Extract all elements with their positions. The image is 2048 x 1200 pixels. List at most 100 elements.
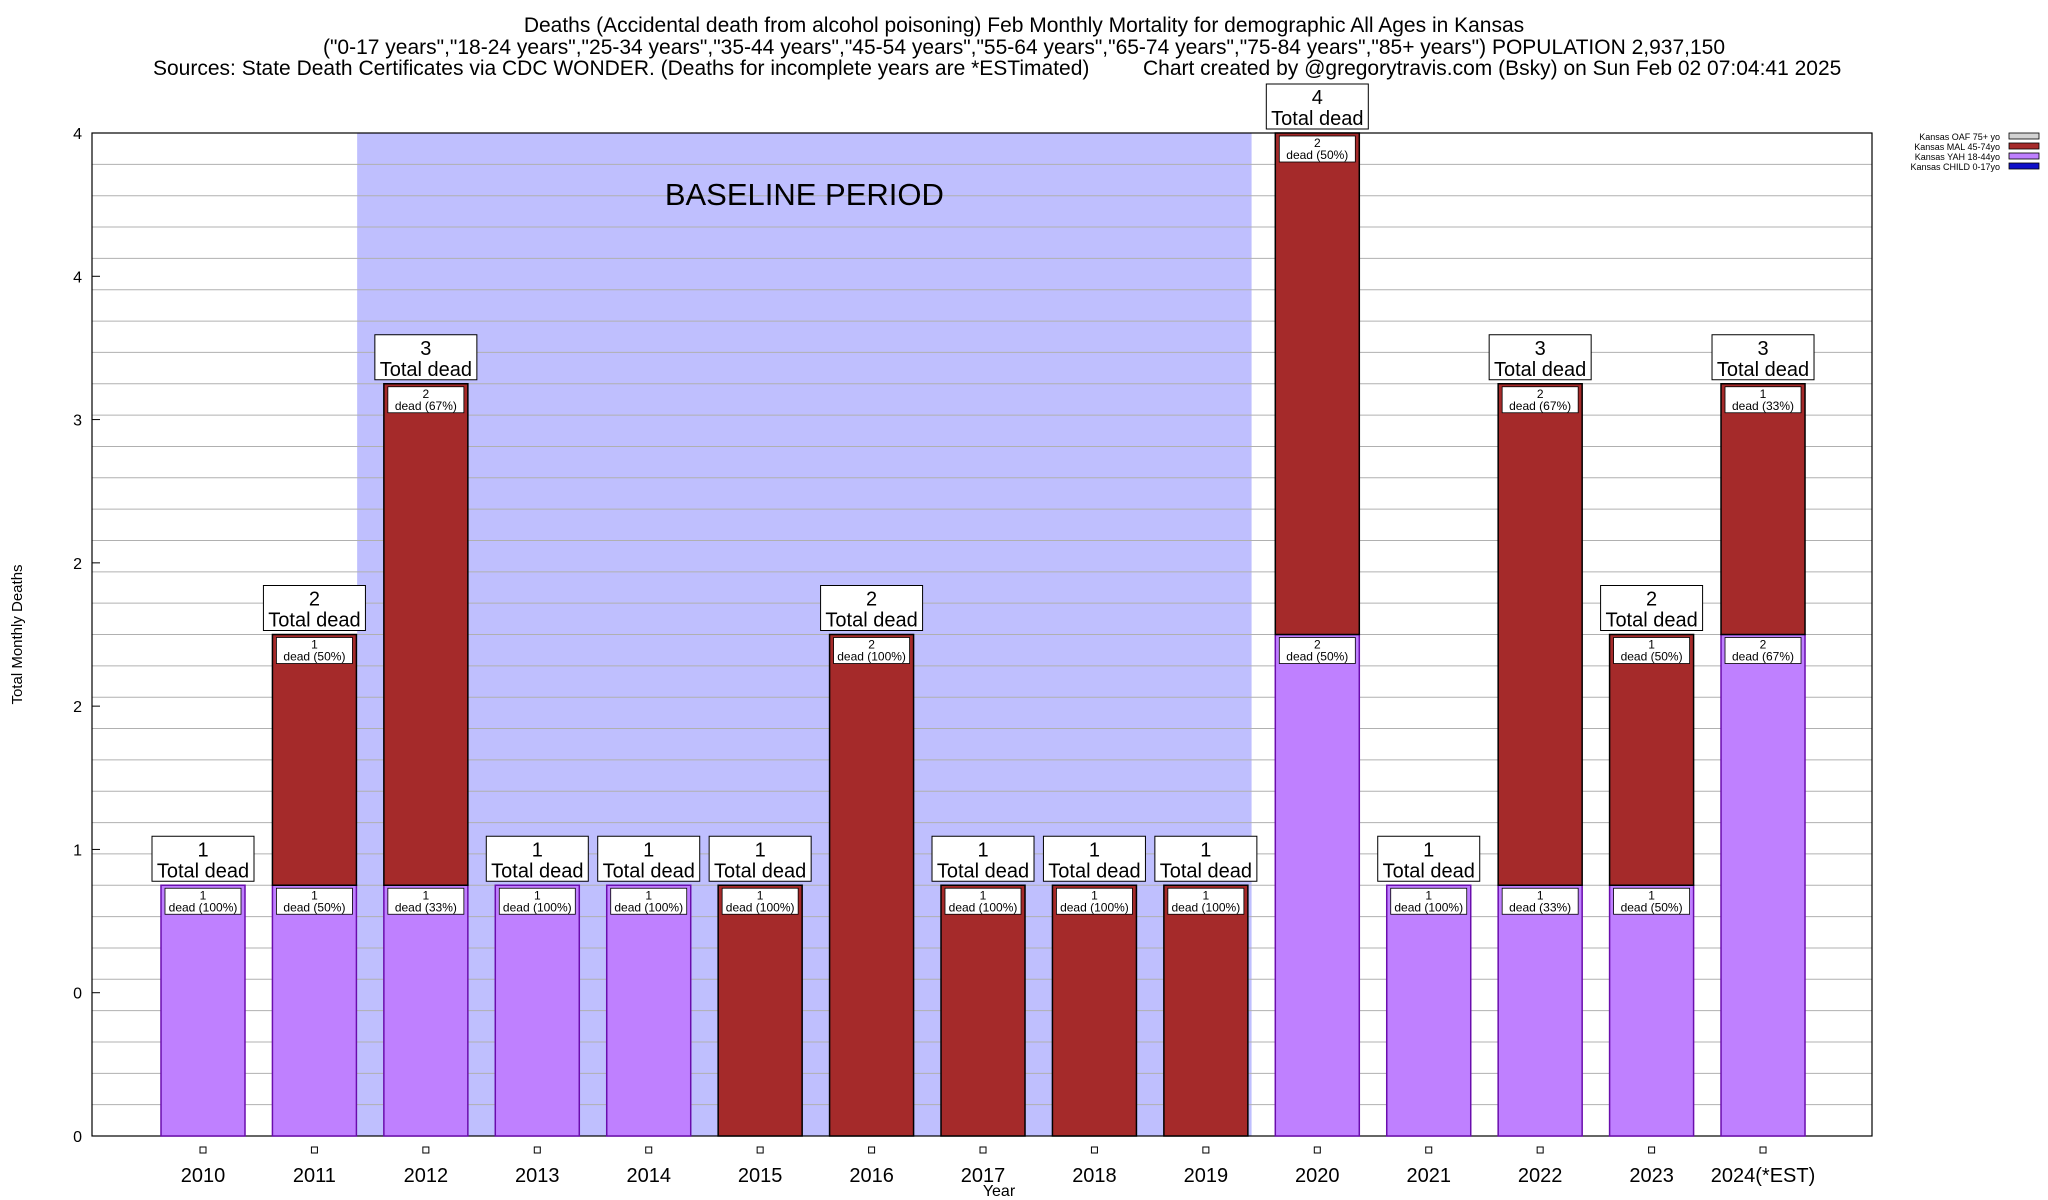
segment-label-count: 1 — [980, 888, 987, 902]
segment-label-percent: dead (50%) — [1286, 148, 1348, 162]
total-label-count: 1 — [643, 839, 654, 861]
total-label-box — [262, 585, 366, 631]
total-label-text: Total dead — [937, 860, 1029, 882]
segment-label-count: 2 — [1537, 387, 1544, 401]
total-label-box — [485, 835, 589, 882]
total-label-box — [1265, 83, 1369, 130]
segment-label-count: 1 — [1091, 888, 1098, 902]
segment-label-percent: dead (100%) — [837, 650, 906, 664]
segment-label-count: 1 — [534, 888, 541, 902]
segment-label-box — [1501, 386, 1579, 414]
segment-label-percent: dead (100%) — [1060, 900, 1129, 914]
x-tick-label-2015: 2015 — [738, 1165, 783, 1187]
segment-label-count: 1 — [423, 888, 430, 902]
x-tick-label-2014: 2014 — [626, 1165, 671, 1187]
x-tick-marker — [1313, 1146, 1321, 1154]
y-tick-label: 0 — [73, 1129, 82, 1146]
total-label-box — [931, 835, 1035, 882]
segment-label-box — [1390, 887, 1468, 915]
segment-label-count: 1 — [1648, 638, 1655, 652]
segment-label-count: 1 — [1537, 888, 1544, 902]
segment-label-percent: dead (50%) — [1621, 900, 1683, 914]
x-tick-marker — [1759, 1146, 1767, 1154]
segment-label-box — [1724, 386, 1802, 414]
segment-label-box — [610, 887, 688, 915]
x-tick-marker — [979, 1146, 987, 1154]
y-tick-label: 4 — [73, 126, 82, 143]
total-label-count: 1 — [1200, 839, 1211, 861]
bar-segment-mal-2016 — [828, 633, 915, 1137]
total-label-count: 3 — [420, 338, 431, 360]
segment-label-box — [164, 887, 242, 915]
bar-segment-mal-2011 — [271, 633, 358, 886]
total-label-text: Total dead — [1383, 860, 1475, 882]
total-label-text: Total dead — [1271, 108, 1363, 130]
x-tick-label-2022: 2022 — [1518, 1165, 1563, 1187]
y-tick-label: 3 — [73, 413, 82, 430]
bar-segment-mal-2020 — [1274, 132, 1361, 636]
segment-label-count: 1 — [1648, 888, 1655, 902]
total-label-box — [708, 835, 812, 882]
segment-label-percent: dead (100%) — [726, 900, 795, 914]
bar-segment-mal-2024(*EST) — [1720, 383, 1806, 636]
segment-label-box — [276, 887, 353, 915]
segment-label-percent: dead (33%) — [395, 900, 457, 914]
segment-label-percent: dead (50%) — [283, 650, 345, 664]
bar-segment-yah-2024(*EST) — [1720, 633, 1806, 1137]
segment-label-percent: dead (67%) — [1509, 399, 1571, 413]
segment-label-count: 1 — [1425, 888, 1432, 902]
x-tick-marker — [1536, 1146, 1544, 1154]
bar-segment-mal-2022 — [1497, 383, 1583, 886]
segment-label-percent: dead (100%) — [1172, 900, 1241, 914]
segment-label-percent: dead (50%) — [1621, 650, 1683, 664]
total-label-text: Total dead — [1494, 359, 1586, 381]
x-tick-marker — [1425, 1146, 1433, 1154]
segment-label-count: 2 — [423, 387, 430, 401]
segment-label-count: 2 — [1314, 136, 1321, 150]
x-tick-label-2024(*EST): 2024(*EST) — [1711, 1165, 1816, 1187]
y-tick-label: 1 — [73, 842, 82, 859]
segment-label-box — [387, 386, 465, 414]
legend-label: Kansas OAF 75+ yo — [1919, 132, 2000, 142]
bar-segment-yah-2014 — [605, 884, 692, 1137]
total-label-box — [1488, 334, 1592, 381]
x-tick-label-2010: 2010 — [181, 1165, 226, 1187]
total-label-text: Total dead — [1048, 860, 1140, 882]
x-axis-label: Year — [983, 1183, 1016, 1200]
total-label-box — [1711, 334, 1815, 381]
segment-label-box — [721, 887, 799, 915]
legend-label: Kansas MAL 45-74yo — [1914, 142, 2000, 152]
bar-segment-yah-2013 — [494, 884, 581, 1137]
segment-label-box — [1613, 637, 1690, 664]
segment-label-percent: dead (67%) — [1732, 650, 1794, 664]
bar-segment-yah-2011 — [271, 884, 358, 1137]
segment-label-box — [1613, 887, 1690, 915]
x-tick-label-2013: 2013 — [515, 1165, 560, 1187]
x-tick-marker — [1090, 1146, 1098, 1154]
total-label-count: 2 — [1646, 589, 1657, 611]
segment-label-count: 1 — [757, 888, 764, 902]
legend-swatch — [2008, 162, 2040, 170]
segment-label-percent: dead (100%) — [503, 900, 572, 914]
x-tick-label-2017: 2017 — [961, 1165, 1006, 1187]
x-tick-marker — [199, 1146, 207, 1154]
legend-swatch — [2008, 152, 2040, 160]
segment-label-percent: dead (50%) — [1286, 650, 1348, 664]
total-label-text: Total dead — [157, 860, 249, 882]
total-label-box — [1154, 835, 1258, 882]
chart-title: Deaths (Accidental death from alcohol po… — [523, 14, 1525, 37]
segment-label-count: 1 — [1760, 387, 1767, 401]
